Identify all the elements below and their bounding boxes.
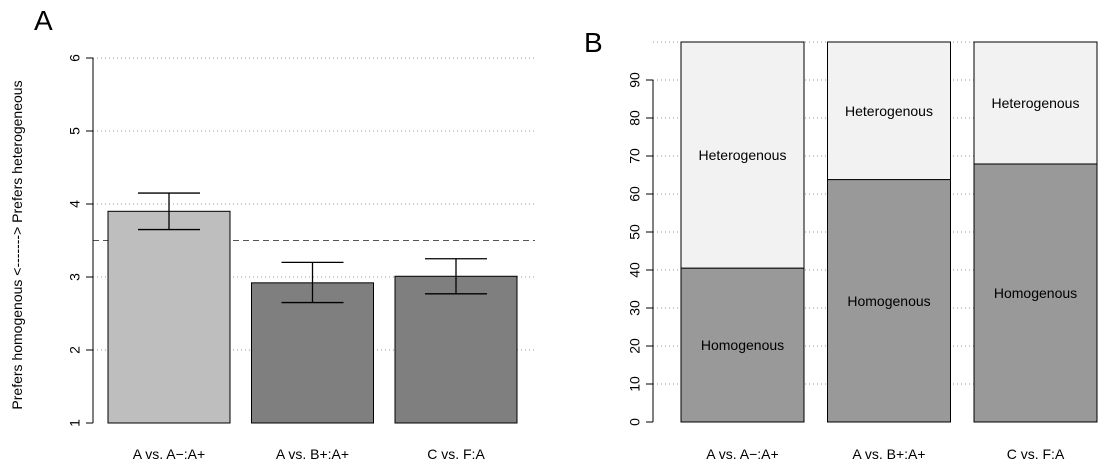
panel-b-x-tick-label: A vs. A−:A+ <box>706 446 778 462</box>
panel-b-x-tick-label: C vs. F:A <box>1007 446 1065 462</box>
panel-a-y-axis-title: Prefers homogenous <-------> Prefers het… <box>9 80 25 409</box>
panel-b-segment-label: Heterogenous <box>992 95 1080 111</box>
panel-b-y-tick-label: 50 <box>627 224 643 240</box>
panel-a-error-bars <box>138 192 487 304</box>
panel-a-y-tick-label: 5 <box>67 127 83 135</box>
panel-a-x-tick-label: C vs. F:A <box>427 446 485 462</box>
panel-b-y-tick-label: 90 <box>627 72 643 88</box>
panel-a-x-tick-label: A vs. B+:A+ <box>276 446 349 462</box>
panel-b-y-tick-label: 30 <box>627 300 643 316</box>
panel-a-y-tick-label: 4 <box>67 200 83 208</box>
panel-b-bar-segment-heterogenous <box>973 41 1098 165</box>
panel-a-y-axis: 1 2 3 4 5 6 <box>67 54 94 427</box>
panel-a-x-tick-label: A vs. A−:A+ <box>133 446 205 462</box>
panel-b-y-axis: 0 10 20 30 40 50 60 70 80 90 <box>627 72 654 426</box>
panel-b-y-tick-label: 60 <box>627 186 643 202</box>
panel-b-y-tick-label: 20 <box>627 338 643 354</box>
panel-b-bars <box>680 41 1098 423</box>
panel-b-x-tick-label: A vs. B+:A+ <box>852 446 925 462</box>
panel-a-y-tick-label: 6 <box>67 54 83 62</box>
panel-a-bar <box>107 210 231 424</box>
panel-b-segment-label: Homogenous <box>701 337 784 353</box>
panel-a-bar <box>251 282 374 424</box>
panel-b-bar-segment-homogenous <box>973 163 1098 423</box>
panel-a-y-tick-label: 3 <box>67 273 83 281</box>
panel-b-segment-label: Heterogenous <box>845 103 933 119</box>
panel-b-segment-label: Heterogenous <box>699 147 787 163</box>
panel-b-segment-labels: Homogenous Heterogenous Homogenous Heteroge… <box>699 95 1080 353</box>
panel-b-letter: B <box>584 27 603 58</box>
panel-a-y-tick-label: 1 <box>67 419 83 427</box>
panel-b-y-tick-label: 80 <box>627 110 643 126</box>
panel-b-bar-segment-heterogenous <box>680 41 805 269</box>
panel-b: B Homogenous Heterogenous Homogenous Hetero… <box>584 27 1098 462</box>
panel-a: A Prefers homogenous <-------> Prefers h… <box>9 5 535 462</box>
panel-b-bar-segment-homogenous <box>680 267 805 423</box>
panel-b-y-tick-label: 10 <box>627 376 643 392</box>
panel-b-bar-segment-heterogenous <box>827 41 951 181</box>
panel-b-bar-segment-homogenous <box>827 179 951 423</box>
panel-b-y-tick-label: 70 <box>627 148 643 164</box>
panel-a-letter: A <box>34 5 53 36</box>
panel-b-y-tick-label: 0 <box>627 418 643 426</box>
panel-a-bar <box>394 275 518 424</box>
panel-a-y-tick-label: 2 <box>67 346 83 354</box>
panel-a-bars <box>107 210 518 424</box>
panel-b-segment-label: Homogenous <box>994 285 1077 301</box>
panel-b-y-tick-label: 40 <box>627 262 643 278</box>
panel-b-segment-label: Homogenous <box>847 293 930 309</box>
panel-a-x-axis-labels: A vs. A−:A+ A vs. B+:A+ C vs. F:A <box>133 446 486 462</box>
panel-b-x-axis-labels: A vs. A−:A+ A vs. B+:A+ C vs. F:A <box>706 446 1065 462</box>
